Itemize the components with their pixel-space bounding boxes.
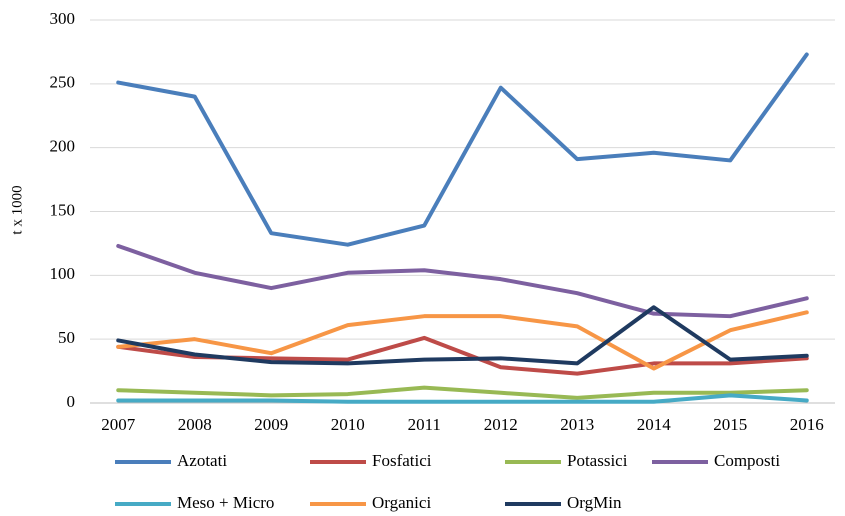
- series-line: [116, 52, 809, 247]
- x-tick-label: 2007: [101, 415, 136, 434]
- legend-label: Composti: [714, 451, 780, 470]
- x-tick-label: 2012: [484, 415, 518, 434]
- x-tick-label: 2014: [637, 415, 672, 434]
- series-line: [116, 243, 809, 319]
- x-tick-label: 2015: [713, 415, 747, 434]
- x-tick-label: 2011: [408, 415, 441, 434]
- y-axis-label: t x 1000: [9, 185, 25, 234]
- y-tick-label: 250: [50, 73, 76, 92]
- y-tick-label: 0: [67, 392, 76, 411]
- series-line: [116, 393, 809, 404]
- legend-label: Azotati: [177, 451, 227, 470]
- series-line: [116, 310, 809, 371]
- y-tick-label: 50: [58, 328, 75, 347]
- legend-label: Organici: [372, 493, 431, 512]
- x-tick-label: 2010: [331, 415, 365, 434]
- y-tick-label: 100: [50, 264, 76, 283]
- x-tick-label: 2013: [560, 415, 594, 434]
- x-tick-label: 2016: [790, 415, 824, 434]
- y-tick-label: 150: [50, 200, 76, 219]
- y-tick-label: 200: [50, 137, 76, 156]
- series-line: [116, 305, 809, 366]
- y-tick-label: 300: [50, 9, 76, 28]
- series-line: [116, 385, 809, 400]
- legend-label: Meso + Micro: [177, 493, 274, 512]
- legend-label: Fosfatici: [372, 451, 432, 470]
- legend-label: OrgMin: [567, 493, 622, 512]
- x-tick-label: 2008: [178, 415, 212, 434]
- x-tick-label: 2009: [254, 415, 288, 434]
- legend-label: Potassici: [567, 451, 628, 470]
